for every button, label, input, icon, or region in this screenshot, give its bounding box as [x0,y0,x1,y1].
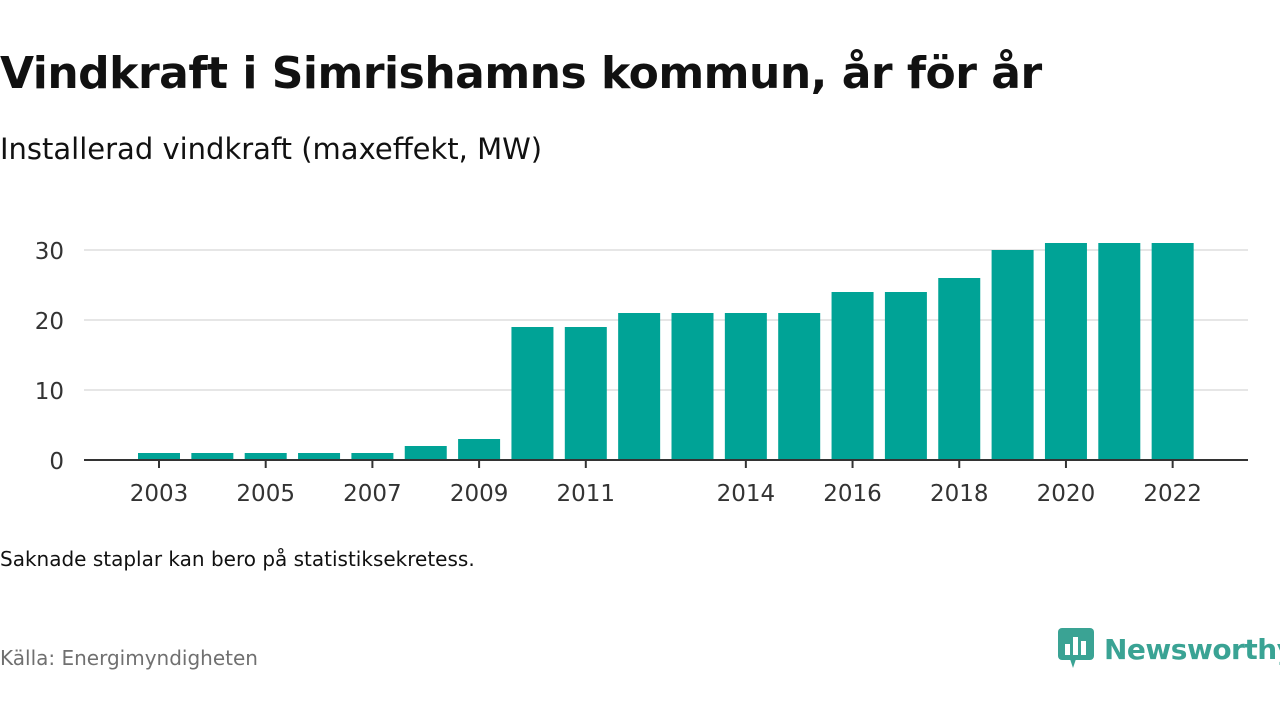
x-tick-label: 2016 [823,481,882,507]
y-tick-label: 30 [35,239,64,265]
newsworthy-logo-icon [1058,628,1094,668]
bar-2022 [1151,243,1194,460]
x-tick-label: 2005 [236,481,295,507]
bar-2017 [884,292,927,460]
source-text: Källa: Energimyndigheten [0,646,258,670]
chart-subtitle: Installerad vindkraft (maxeffekt, MW) [0,132,543,166]
bar-2019 [991,250,1034,460]
bar-2021 [1098,243,1141,460]
y-axis-labels: 0 10 20 30 [35,239,64,475]
bar-2014 [724,313,767,460]
bar-2005 [244,453,287,460]
x-tick-label: 2007 [343,481,402,507]
bar-2011 [564,327,607,460]
brand-logo: Newsworthy [1058,628,1280,670]
y-tick-label: 0 [49,449,64,475]
bar-2018 [938,278,981,460]
x-tick-label: 2014 [717,481,776,507]
bar-2006 [298,453,341,460]
y-tick-label: 20 [35,309,64,335]
x-tick-label: 2009 [450,481,509,507]
x-tick-label: 2018 [930,481,989,507]
footnote: Saknade staplar kan bero på statistiksek… [0,547,475,571]
bar-2003 [138,453,180,460]
bar-2004 [191,453,234,460]
bar-2012 [618,313,661,460]
bar-2016 [831,292,874,460]
x-axis [84,459,1248,468]
x-tick-label: 2011 [557,481,616,507]
bar-2009 [458,439,501,460]
bar-chart: 0 10 20 30 2003 2005 2007 2009 2011 2014 2016 2018… [35,239,1248,507]
bar-2015 [778,313,821,460]
x-tick-label: 2020 [1037,481,1096,507]
chart-title: Vindkraft i Simrishamns kommun, år för å… [0,48,1042,99]
x-tick-label: 2022 [1143,481,1202,507]
bars [138,243,1194,460]
bar-2008 [404,446,447,460]
bar-2013 [671,313,714,460]
bar-2020 [1044,243,1087,460]
bar-2007 [351,453,394,460]
brand-name: Newsworthy [1104,632,1280,666]
x-axis-labels: 2003 2005 2007 2009 2011 2014 2016 2018 2020 2022 [130,481,1202,507]
bar-2010 [511,327,554,460]
x-tick-label: 2003 [130,481,189,507]
y-tick-label: 10 [35,379,64,405]
